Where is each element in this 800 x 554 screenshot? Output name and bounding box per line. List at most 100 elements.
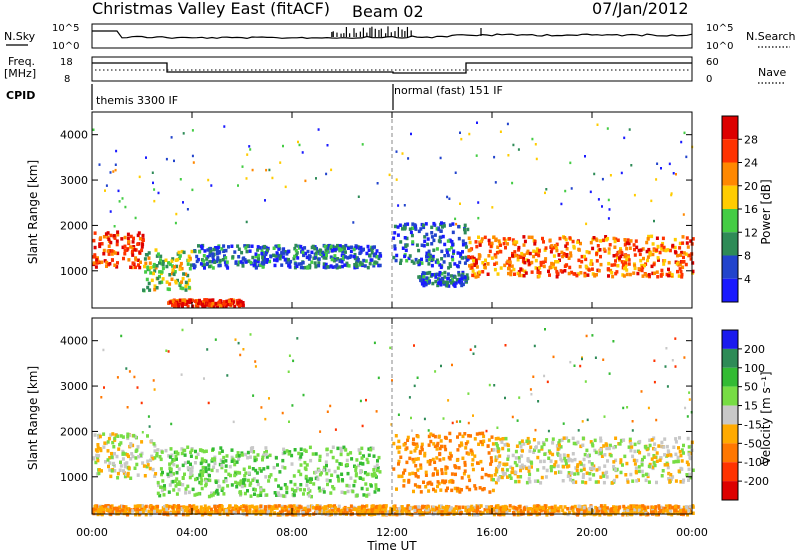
heatmap-cell xyxy=(203,504,207,508)
heatmap-cell xyxy=(663,437,667,441)
heatmap-cell xyxy=(414,464,418,468)
heatmap-cell xyxy=(145,156,147,159)
heatmap-cell xyxy=(666,463,670,467)
heatmap-cell xyxy=(614,436,618,440)
heatmap-cell xyxy=(346,489,350,494)
heatmap-cell xyxy=(490,241,494,246)
heatmap-cell xyxy=(406,504,410,508)
heatmap-cell xyxy=(116,471,120,476)
heatmap-cell xyxy=(516,271,520,276)
heatmap-cell xyxy=(440,444,443,449)
heatmap-cell xyxy=(534,266,538,270)
heatmap-cell xyxy=(533,344,536,348)
heatmap-cell xyxy=(190,448,194,452)
heatmap-cell xyxy=(242,256,246,260)
heatmap-cell xyxy=(160,270,164,274)
heatmap-cell xyxy=(96,510,100,514)
heatmap-cell xyxy=(478,486,482,490)
heatmap-cell xyxy=(651,252,655,257)
heatmap-cell xyxy=(145,253,149,257)
heatmap-cell xyxy=(188,468,192,472)
heatmap-cell xyxy=(617,506,621,510)
heatmap-cell xyxy=(254,365,257,368)
heatmap-cell xyxy=(551,452,555,457)
heatmap-cell xyxy=(494,181,497,184)
heatmap-cell xyxy=(480,475,484,480)
heatmap-cell xyxy=(375,410,378,413)
heatmap-cell xyxy=(446,239,450,243)
heatmap-cell xyxy=(477,272,481,276)
colorbar-segment xyxy=(722,116,738,140)
heatmap-cell xyxy=(283,504,287,509)
heatmap-cell xyxy=(492,235,496,239)
heatmap-cell xyxy=(444,471,448,475)
heatmap-cell xyxy=(467,452,471,456)
heatmap-cell xyxy=(201,469,205,474)
heatmap-cell xyxy=(110,451,113,456)
heatmap-cell xyxy=(393,244,397,248)
x-tick-label: 04:00 xyxy=(176,526,208,539)
heatmap-cell xyxy=(454,281,458,285)
heatmap-cell xyxy=(681,235,685,239)
heatmap-cell xyxy=(335,263,339,267)
heatmap-cell xyxy=(208,511,212,515)
heatmap-cell xyxy=(345,458,349,463)
heatmap-cell xyxy=(262,467,266,471)
heatmap-cell xyxy=(155,454,159,458)
heatmap-cell xyxy=(451,421,454,425)
heatmap-cell xyxy=(342,255,346,259)
heatmap-cell xyxy=(105,264,108,268)
heatmap-cell xyxy=(446,486,449,490)
heatmap-cell xyxy=(494,238,498,243)
heatmap-cell xyxy=(667,260,671,265)
heatmap-cell xyxy=(505,462,509,466)
heatmap-cell xyxy=(686,462,690,467)
heatmap-cell xyxy=(503,443,507,447)
heatmap-cell xyxy=(549,468,553,473)
heatmap-cell xyxy=(601,177,604,181)
heatmap-cell xyxy=(632,458,636,463)
heatmap-cell xyxy=(492,478,495,482)
heatmap-cell xyxy=(650,264,654,269)
heatmap-cell xyxy=(423,504,427,509)
heatmap-cell xyxy=(658,458,662,462)
heatmap-cell xyxy=(285,508,289,512)
heatmap-cell xyxy=(659,456,663,460)
heatmap-cell xyxy=(366,244,370,249)
heatmap-cell xyxy=(307,494,311,498)
heatmap-cell xyxy=(244,508,248,512)
heatmap-cell xyxy=(412,437,415,441)
heatmap-cell xyxy=(584,264,588,269)
heatmap-cell xyxy=(168,282,172,286)
heatmap-cell xyxy=(121,452,125,456)
heatmap-cell xyxy=(478,270,482,274)
heatmap-cell xyxy=(567,471,571,475)
heatmap-cell xyxy=(511,254,514,258)
heatmap-cell xyxy=(144,504,148,509)
heatmap-cell xyxy=(499,250,503,254)
heatmap-cell xyxy=(202,259,206,263)
heatmap-cell xyxy=(558,236,562,241)
heatmap-cell xyxy=(121,449,125,454)
heatmap-cell xyxy=(452,251,455,255)
heatmap-cell xyxy=(687,467,691,472)
heatmap-cell xyxy=(167,261,170,265)
heatmap-cell xyxy=(165,349,168,352)
heatmap-cell xyxy=(386,510,390,514)
heatmap-cell xyxy=(592,511,596,515)
heatmap-cell xyxy=(486,444,490,448)
heatmap-cell xyxy=(141,461,145,465)
heatmap-cell xyxy=(196,452,200,456)
heatmap-cell xyxy=(499,506,503,511)
heatmap-cell xyxy=(404,509,408,514)
heatmap-cell xyxy=(167,287,171,292)
heatmap-cell xyxy=(397,462,400,466)
heatmap-cell xyxy=(477,256,481,261)
heatmap-cell xyxy=(98,244,102,249)
heatmap-cell xyxy=(560,438,564,442)
heatmap-cell xyxy=(157,191,160,195)
heatmap-cell xyxy=(461,272,465,277)
heatmap-cell xyxy=(326,144,329,147)
heatmap-cell xyxy=(438,270,442,275)
heatmap-cell xyxy=(465,277,469,281)
